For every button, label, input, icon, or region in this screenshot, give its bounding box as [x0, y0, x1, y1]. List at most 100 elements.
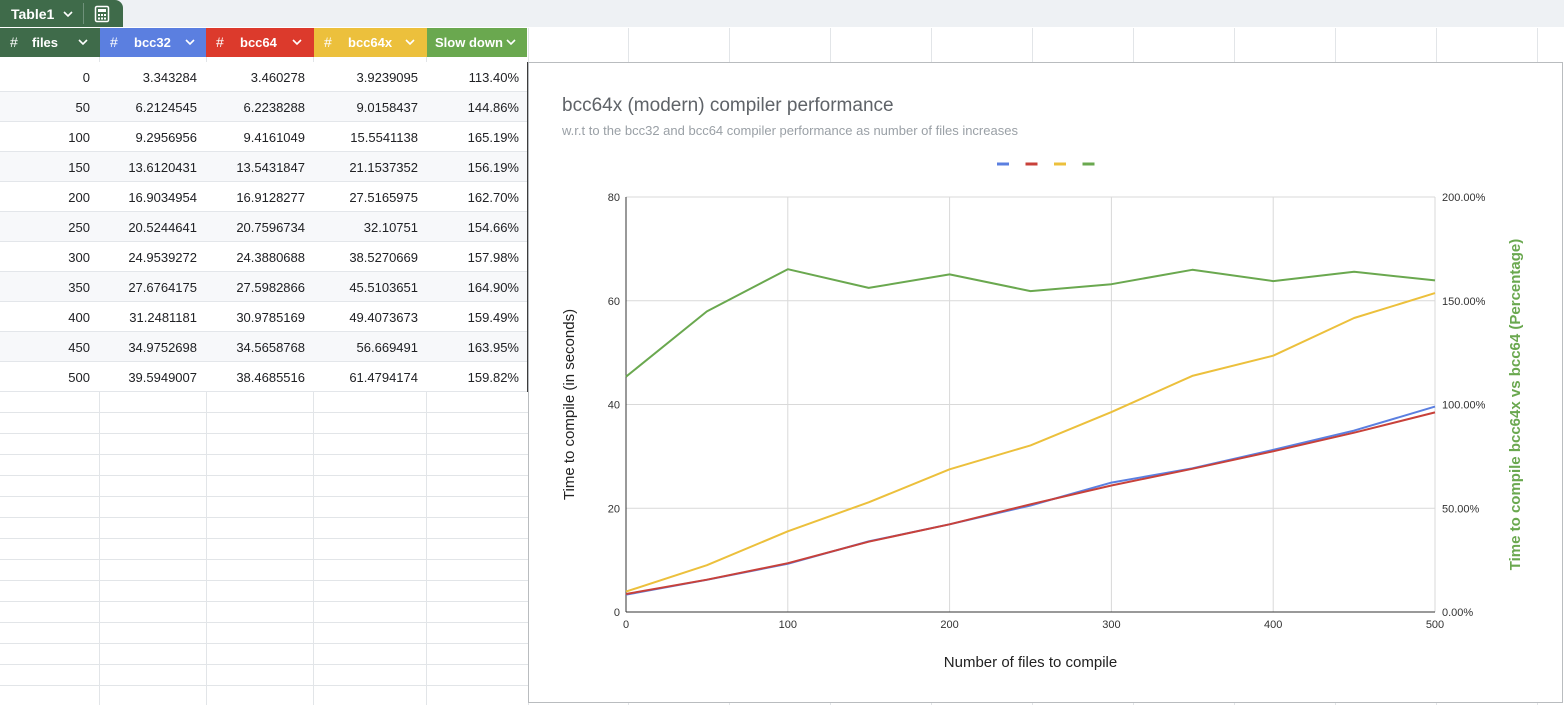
chevron-down-icon[interactable] — [291, 36, 303, 48]
table-cell[interactable]: 162.70% — [467, 190, 519, 205]
table-cell[interactable]: 56.669491 — [356, 340, 418, 355]
number-type-icon: # — [110, 34, 118, 50]
table-cell[interactable]: 27.6764175 — [128, 280, 197, 295]
table-cell[interactable]: 38.5270669 — [349, 250, 418, 265]
table-cell[interactable]: 9.0158437 — [356, 100, 418, 115]
table-cell[interactable]: 9.4161049 — [243, 130, 305, 145]
table-row[interactable]: 200 16.9034954 16.9128277 27.5165975 162.70% — [0, 182, 527, 212]
table-cell[interactable]: 32.10751 — [363, 220, 418, 235]
table-cell[interactable]: 20.7596734 — [236, 220, 305, 235]
column-header-label: files — [32, 35, 59, 50]
table-row[interactable]: 400 31.2481181 30.9785169 49.4073673 159.49% — [0, 302, 527, 332]
table-cell[interactable]: 144.86% — [467, 100, 519, 115]
table-cell[interactable]: 39.5949007 — [128, 370, 197, 385]
table-cell[interactable]: 100 — [68, 130, 90, 145]
table-cell[interactable]: 113.40% — [468, 70, 519, 85]
table-row[interactable]: 300 24.9539272 24.3880688 38.5270669 157.98% — [0, 242, 527, 272]
table-cell[interactable]: 300 — [68, 250, 90, 265]
table-calculator-icon[interactable] — [93, 5, 111, 23]
table-row[interactable]: 100 9.2956956 9.4161049 15.5541138 165.19% — [0, 122, 527, 152]
table-name-dropdown[interactable]: Table1 — [0, 0, 82, 27]
data-point — [624, 589, 629, 594]
table-cell[interactable]: 250 — [68, 220, 90, 235]
data-point — [1433, 410, 1438, 415]
table-cell[interactable]: 13.6120431 — [128, 160, 197, 175]
table-row[interactable]: 50 6.2124545 6.2238288 9.0158437 144.86% — [0, 92, 527, 122]
column-header-bcc64x[interactable]: # bcc64x — [314, 28, 427, 57]
column-header-label: Slow down — [435, 35, 503, 50]
table-cell[interactable]: 156.19% — [467, 160, 519, 175]
table-row[interactable]: 250 20.5244641 20.7596734 32.10751 154.66% — [0, 212, 527, 242]
data-point — [1352, 269, 1357, 274]
table-cell[interactable]: 34.5658768 — [236, 340, 305, 355]
table-cell[interactable]: 3.460278 — [250, 70, 305, 85]
chevron-down-icon[interactable] — [505, 36, 517, 48]
data-point — [1109, 483, 1114, 488]
table-cell[interactable]: 61.4794174 — [349, 370, 418, 385]
table-cell[interactable]: 21.1537352 — [349, 160, 418, 175]
table-row[interactable]: 500 39.5949007 38.4685516 61.4794174 159.82% — [0, 362, 527, 392]
data-point — [1190, 466, 1195, 471]
table-cell[interactable]: 150 — [68, 160, 90, 175]
table-cell[interactable]: 159.82% — [467, 370, 519, 385]
table-cell[interactable]: 6.2124545 — [135, 100, 197, 115]
x-axis-title: Number of files to compile — [944, 654, 1117, 671]
table-cell[interactable]: 24.3880688 — [236, 250, 305, 265]
table-cell[interactable]: 0 — [82, 70, 90, 85]
column-header-files[interactable]: # files — [0, 28, 100, 57]
table-cell[interactable]: 49.4073673 — [349, 310, 418, 325]
table-row[interactable]: 350 27.6764175 27.5982866 45.5103651 164.90% — [0, 272, 527, 302]
table-cell[interactable]: 450 — [68, 340, 90, 355]
table-cell[interactable]: 13.5431847 — [236, 160, 305, 175]
table-row[interactable]: 450 34.9752698 34.5658768 56.669491 163.95% — [0, 332, 527, 362]
table-cell[interactable]: 165.19% — [467, 130, 519, 145]
table-cell[interactable]: 400 — [68, 310, 90, 325]
table-cell[interactable]: 27.5982866 — [236, 280, 305, 295]
line-chart[interactable]: bcc64x (modern) compiler performance w.r… — [528, 62, 1563, 703]
table-cell[interactable]: 15.5541138 — [350, 130, 418, 145]
table-cell[interactable]: 164.90% — [467, 280, 519, 295]
table-cell[interactable]: 50 — [75, 100, 90, 115]
table-cell[interactable]: 3.9239095 — [356, 70, 418, 85]
table-cell[interactable]: 200 — [68, 190, 90, 205]
column-header-bcc64[interactable]: # bcc64 — [206, 28, 314, 57]
table-cell[interactable]: 45.5103651 — [349, 280, 418, 295]
chevron-down-icon[interactable] — [404, 36, 416, 48]
table-cell[interactable]: 350 — [68, 280, 90, 295]
table-cell[interactable]: 157.98% — [467, 250, 519, 265]
column-header-bcc32[interactable]: # bcc32 — [100, 28, 206, 57]
table-cell[interactable]: 24.9539272 — [128, 250, 197, 265]
table-cell[interactable]: 16.9128277 — [236, 190, 305, 205]
table-cell[interactable]: 159.49% — [467, 310, 519, 325]
chevron-down-icon[interactable] — [184, 36, 196, 48]
table-cell[interactable]: 16.9034954 — [128, 190, 197, 205]
table-cell[interactable]: 9.2956956 — [135, 130, 197, 145]
table-tab[interactable]: Table1 — [0, 0, 123, 27]
legend-swatch — [1082, 162, 1095, 166]
table-cell[interactable]: 20.5244641 — [128, 220, 197, 235]
table-cell[interactable]: 6.2238288 — [243, 100, 305, 115]
data-point — [1028, 289, 1033, 294]
series-line-4 — [625, 268, 1436, 378]
data-point — [785, 529, 790, 534]
table-cell[interactable]: 38.4685516 — [236, 370, 305, 385]
table-cell[interactable]: 500 — [68, 370, 90, 385]
table-row[interactable]: 0 3.343284 3.460278 3.9239095 113.40% — [0, 62, 527, 92]
table-cell[interactable]: 27.5165975 — [349, 190, 418, 205]
data-point — [624, 374, 629, 379]
table-cell[interactable]: 163.95% — [467, 340, 519, 355]
data-point — [1190, 373, 1195, 378]
column-header-slow-down[interactable]: Slow down — [427, 28, 527, 57]
data-point — [947, 522, 952, 527]
table-cell[interactable]: 31.2481181 — [129, 310, 197, 325]
column-header-label: bcc64x — [348, 35, 393, 50]
chevron-down-icon[interactable] — [77, 36, 89, 48]
table-cell[interactable]: 3.343284 — [142, 70, 197, 85]
table-row[interactable]: 150 13.6120431 13.5431847 21.1537352 156.19% — [0, 152, 527, 182]
table-cell[interactable]: 30.9785169 — [236, 310, 305, 325]
data-point — [785, 561, 790, 566]
table-cell[interactable]: 154.66% — [467, 220, 519, 235]
data-point — [1271, 449, 1276, 454]
table-cell[interactable]: 34.9752698 — [128, 340, 197, 355]
data-point — [866, 500, 871, 505]
